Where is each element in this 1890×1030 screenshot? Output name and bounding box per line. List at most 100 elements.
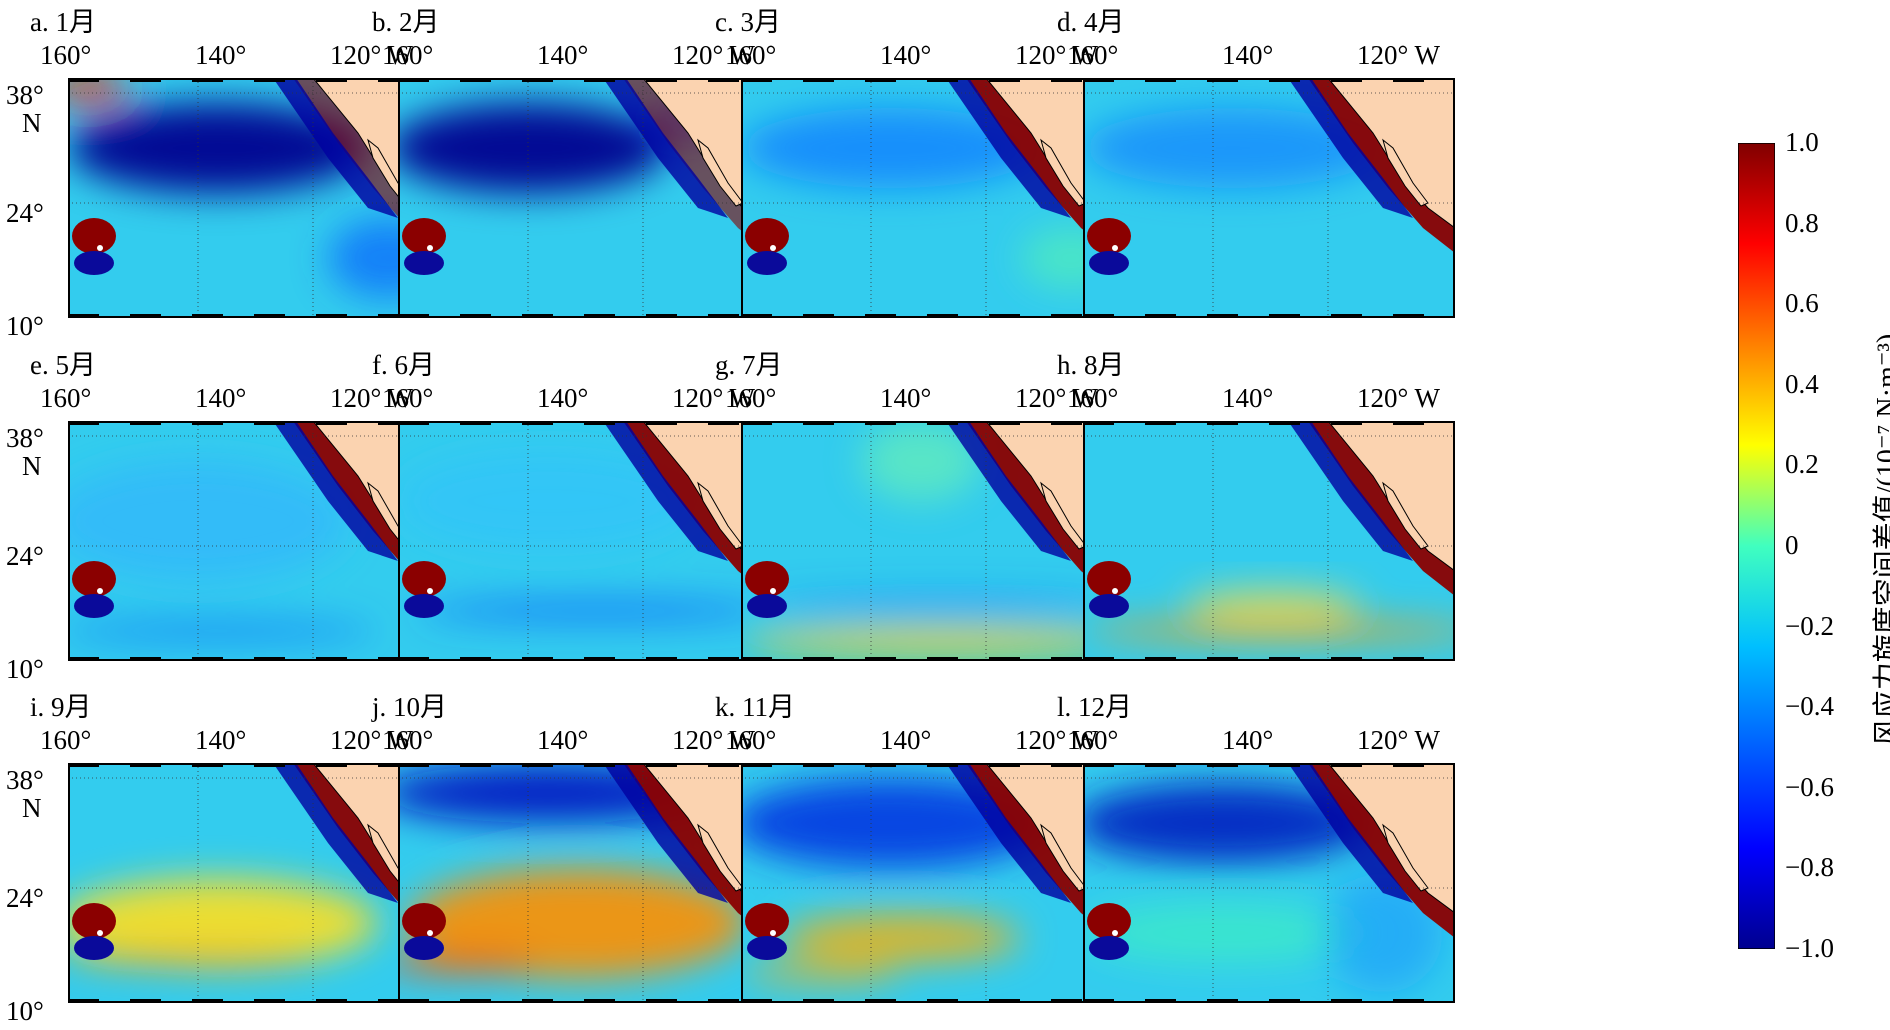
frame-tick xyxy=(646,421,677,425)
panel-aug: h. 8月 160° 140° 120° W xyxy=(1027,343,1455,688)
colorbar-tick-label: 0.4 xyxy=(1785,368,1819,399)
lat-tick-label: 10° xyxy=(6,311,44,341)
land-baja xyxy=(1382,823,1429,892)
frame-tick xyxy=(68,314,99,318)
hawaii-negative-anomaly xyxy=(74,936,114,960)
lon-tick-label: 140° xyxy=(537,383,589,413)
hawaii-negative-anomaly xyxy=(404,936,444,960)
frame-tick xyxy=(865,763,896,767)
frame-tick xyxy=(460,999,491,1003)
frame-tick xyxy=(1083,763,1114,767)
hawaii-negative-anomaly xyxy=(404,251,444,275)
frame-tick xyxy=(378,421,409,425)
frame-tick xyxy=(1393,657,1424,661)
field-anomaly xyxy=(408,868,748,978)
frame-tick xyxy=(741,763,772,767)
frame-tick xyxy=(192,421,223,425)
lon-tick-label: 120° W xyxy=(672,383,756,413)
hawaii-negative-anomaly xyxy=(1089,936,1129,960)
frame-tick xyxy=(130,78,161,82)
frame-tick xyxy=(316,314,347,318)
frame-tick xyxy=(130,421,161,425)
frame-tick xyxy=(254,78,285,82)
lon-tick-label: 140° xyxy=(880,725,932,755)
frame-tick xyxy=(708,763,739,767)
hawaii-island xyxy=(97,588,103,594)
frame-tick xyxy=(1083,421,1114,425)
hawaii-island xyxy=(1112,930,1118,936)
coastal-positive-anomaly xyxy=(1308,421,1455,596)
lon-tick-label: 140° xyxy=(537,725,589,755)
frame-tick xyxy=(584,314,615,318)
frame-tick xyxy=(1083,657,1114,661)
lon-tick-label: 160° xyxy=(1067,725,1119,755)
map-field xyxy=(398,78,770,318)
frame-tick xyxy=(1269,657,1300,661)
frame-tick xyxy=(1207,763,1238,767)
frame-tick xyxy=(803,314,834,318)
frame-tick xyxy=(130,657,161,661)
hawaii-island xyxy=(97,245,103,251)
frame-tick xyxy=(254,314,285,318)
map-field xyxy=(1083,421,1455,661)
frame-tick xyxy=(1393,314,1424,318)
colorbar-tick-label: 0 xyxy=(1785,530,1799,560)
panel-title: c. 3月 xyxy=(715,7,781,37)
panel-title: e. 5月 xyxy=(30,350,96,380)
lon-tick-label: 120° W xyxy=(330,383,414,413)
coastal-positive-anomaly xyxy=(966,78,1113,253)
frame-tick xyxy=(398,657,429,661)
hawaii-island xyxy=(770,930,776,936)
frame-tick xyxy=(522,78,553,82)
panel-title: g. 7月 xyxy=(715,350,783,380)
colorbar-tick-label: 0.6 xyxy=(1785,288,1819,319)
frame-tick xyxy=(254,421,285,425)
field-anomaly xyxy=(861,421,981,501)
frame-tick xyxy=(1269,78,1300,82)
colorbar xyxy=(1738,143,1775,949)
lat-tick-label: 38° xyxy=(6,80,44,110)
map-field xyxy=(398,421,770,661)
field-anomaly xyxy=(1083,903,1363,963)
map-field xyxy=(398,763,770,1003)
panel-title: d. 4月 xyxy=(1057,7,1125,37)
frame-tick xyxy=(68,421,99,425)
panel-jun: f. 6月 160° 140° 120° W xyxy=(342,343,770,688)
lon-tick-label: 140° xyxy=(880,40,932,70)
colorbar-label: 风应力旋度空间差值/(10⁻⁷ N·m⁻³) xyxy=(1872,333,1890,747)
frame-tick xyxy=(130,763,161,767)
panel-title: j. 10月 xyxy=(372,692,448,722)
colorbar-tick-label: −0.4 xyxy=(1785,691,1834,722)
lon-tick-label: 120° W xyxy=(330,725,414,755)
field-anomaly xyxy=(781,913,1021,963)
panel-title: i. 9月 xyxy=(30,692,92,722)
frame-tick xyxy=(989,314,1020,318)
frame-tick xyxy=(398,78,429,82)
frame-tick xyxy=(378,78,409,82)
map-field xyxy=(68,421,440,661)
frame-tick xyxy=(522,657,553,661)
panel-jul: g. 7月 160° 140° 120° W xyxy=(685,343,1113,688)
coastal-negative-anomaly xyxy=(603,421,728,561)
frame-tick xyxy=(989,78,1020,82)
frame-tick xyxy=(865,314,896,318)
coastal-negative-anomaly xyxy=(273,78,398,218)
field-anomaly xyxy=(418,601,770,621)
frame-tick xyxy=(68,763,99,767)
hawaii-negative-anomaly xyxy=(1089,251,1129,275)
frame-tick xyxy=(1051,421,1082,425)
frame-tick xyxy=(803,421,834,425)
land-baja xyxy=(697,481,744,550)
frame-tick xyxy=(192,763,223,767)
frame-tick xyxy=(927,421,958,425)
lon-tick-label: 160° xyxy=(382,40,434,70)
hawaii-negative-anomaly xyxy=(74,594,114,618)
frame-tick xyxy=(927,314,958,318)
frame-tick xyxy=(803,78,834,82)
hawaii-negative-anomaly xyxy=(74,251,114,275)
lat-tick-label: 10° xyxy=(6,996,44,1026)
lon-tick-label: 160° xyxy=(725,725,777,755)
colorbar-tick-label: −0.8 xyxy=(1785,852,1834,883)
frame-tick xyxy=(646,999,677,1003)
